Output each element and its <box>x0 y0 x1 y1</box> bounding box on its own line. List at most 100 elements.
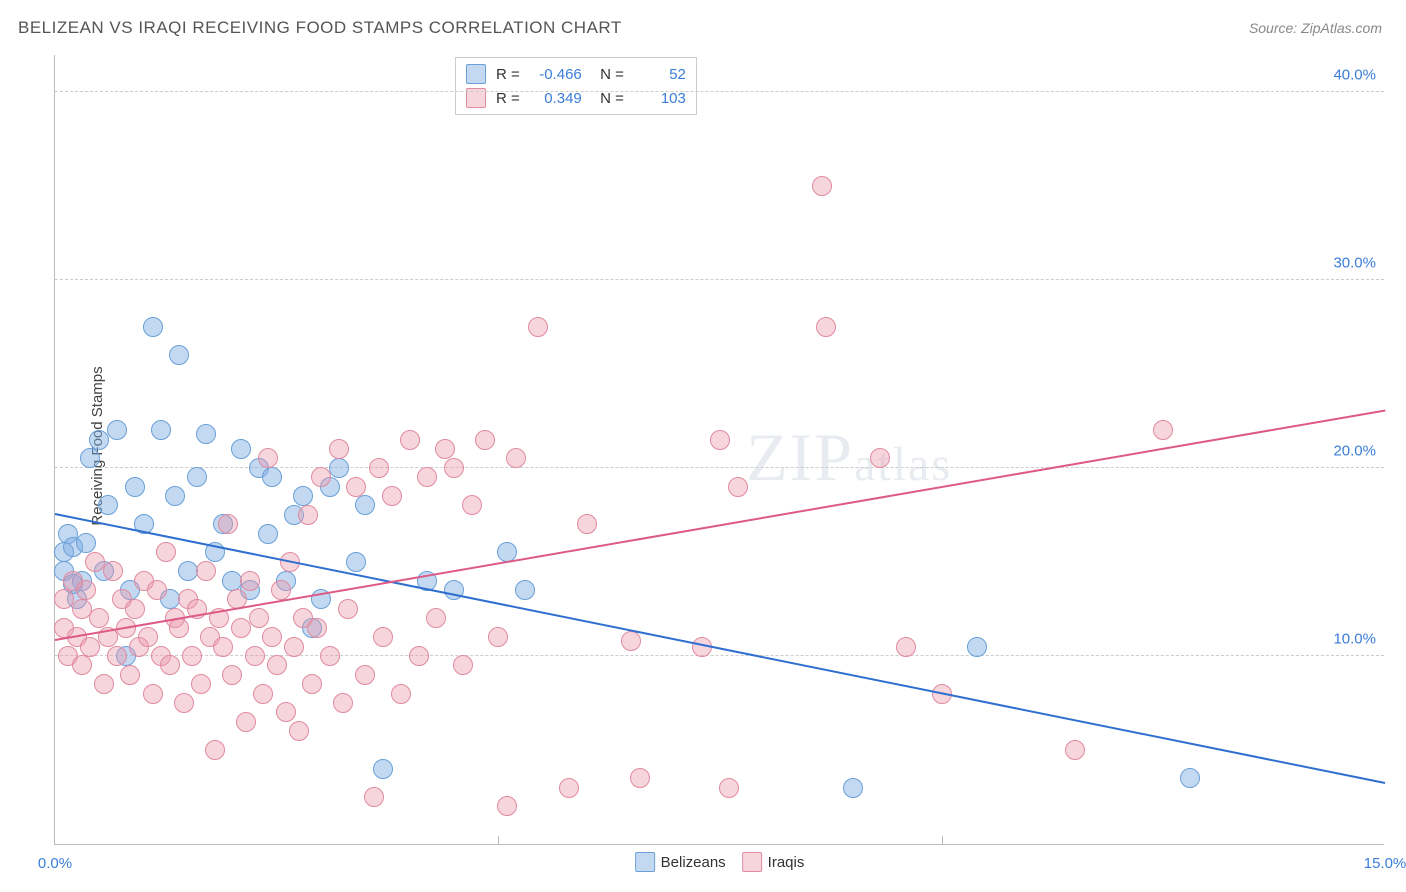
scatter-point <box>577 514 597 534</box>
scatter-point <box>409 646 429 666</box>
watermark: ZIPatlas <box>746 418 952 497</box>
scatter-point <box>72 655 92 675</box>
scatter-point <box>621 631 641 651</box>
scatter-point <box>98 495 118 515</box>
scatter-point <box>338 599 358 619</box>
scatter-point <box>218 514 238 534</box>
scatter-point <box>107 646 127 666</box>
scatter-point <box>391 684 411 704</box>
legend-swatch <box>466 64 486 84</box>
scatter-point <box>289 721 309 741</box>
scatter-point <box>719 778 739 798</box>
legend-swatch <box>742 852 762 872</box>
scatter-point <box>182 646 202 666</box>
scatter-point <box>453 655 473 675</box>
y-tick-label: 20.0% <box>1333 442 1376 459</box>
scatter-point <box>89 608 109 628</box>
scatter-point <box>329 458 349 478</box>
scatter-point <box>196 424 216 444</box>
y-tick-label: 10.0% <box>1333 630 1376 647</box>
scatter-point <box>80 637 100 657</box>
scatter-point <box>373 759 393 779</box>
legend-swatch <box>635 852 655 872</box>
scatter-point <box>364 787 384 807</box>
scatter-point <box>151 420 171 440</box>
scatter-point <box>222 665 242 685</box>
scatter-point <box>488 627 508 647</box>
scatter-point <box>262 467 282 487</box>
scatter-point <box>262 627 282 647</box>
r-label: R = <box>496 90 520 107</box>
scatter-point <box>444 458 464 478</box>
scatter-point <box>138 627 158 647</box>
scatter-chart: ZIPatlas R =-0.466 N =52R =0.349 N =103 … <box>54 55 1384 845</box>
stats-row: R =-0.466 N =52 <box>466 62 686 86</box>
n-value: 52 <box>634 66 686 83</box>
scatter-point <box>559 778 579 798</box>
scatter-point <box>187 467 207 487</box>
scatter-point <box>245 646 265 666</box>
scatter-point <box>298 505 318 525</box>
scatter-point <box>497 796 517 816</box>
scatter-point <box>76 580 96 600</box>
scatter-point <box>355 665 375 685</box>
legend-label: Belizeans <box>661 854 726 871</box>
scatter-point <box>355 495 375 515</box>
scatter-point <box>236 712 256 732</box>
scatter-point <box>1065 740 1085 760</box>
scatter-point <box>293 486 313 506</box>
scatter-point <box>400 430 420 450</box>
scatter-point <box>169 345 189 365</box>
scatter-point <box>346 552 366 572</box>
scatter-point <box>284 637 304 657</box>
x-tick-label: 0.0% <box>38 855 72 872</box>
scatter-point <box>816 317 836 337</box>
scatter-point <box>276 702 296 722</box>
scatter-point <box>267 655 287 675</box>
scatter-point <box>174 693 194 713</box>
scatter-point <box>475 430 495 450</box>
r-value: -0.466 <box>530 66 582 83</box>
scatter-point <box>103 561 123 581</box>
n-label: N = <box>592 90 624 107</box>
x-tick-label: 15.0% <box>1364 855 1406 872</box>
scatter-point <box>843 778 863 798</box>
scatter-point <box>240 571 260 591</box>
scatter-point <box>165 486 185 506</box>
scatter-point <box>253 684 273 704</box>
scatter-point <box>896 637 916 657</box>
scatter-point <box>143 317 163 337</box>
scatter-point <box>80 448 100 468</box>
scatter-point <box>307 618 327 638</box>
scatter-point <box>125 477 145 497</box>
scatter-point <box>728 477 748 497</box>
x-minor-tick <box>942 836 943 844</box>
scatter-point <box>369 458 389 478</box>
scatter-point <box>120 665 140 685</box>
gridline <box>55 91 1384 92</box>
scatter-point <box>1153 420 1173 440</box>
scatter-point <box>417 467 437 487</box>
page-title: BELIZEAN VS IRAQI RECEIVING FOOD STAMPS … <box>18 18 622 38</box>
scatter-point <box>231 439 251 459</box>
scatter-point <box>156 542 176 562</box>
scatter-point <box>333 693 353 713</box>
scatter-point <box>346 477 366 497</box>
scatter-point <box>710 430 730 450</box>
scatter-point <box>125 599 145 619</box>
scatter-point <box>147 580 167 600</box>
scatter-point <box>528 317 548 337</box>
scatter-point <box>302 674 322 694</box>
scatter-point <box>107 420 127 440</box>
scatter-point <box>462 495 482 515</box>
scatter-point <box>205 740 225 760</box>
scatter-point <box>630 768 650 788</box>
scatter-point <box>373 627 393 647</box>
scatter-point <box>1180 768 1200 788</box>
scatter-point <box>506 448 526 468</box>
series-legend: Belizeans Iraqis <box>635 852 805 872</box>
scatter-point <box>196 561 216 581</box>
legend-item: Iraqis <box>742 852 805 872</box>
scatter-point <box>812 176 832 196</box>
scatter-point <box>213 637 233 657</box>
